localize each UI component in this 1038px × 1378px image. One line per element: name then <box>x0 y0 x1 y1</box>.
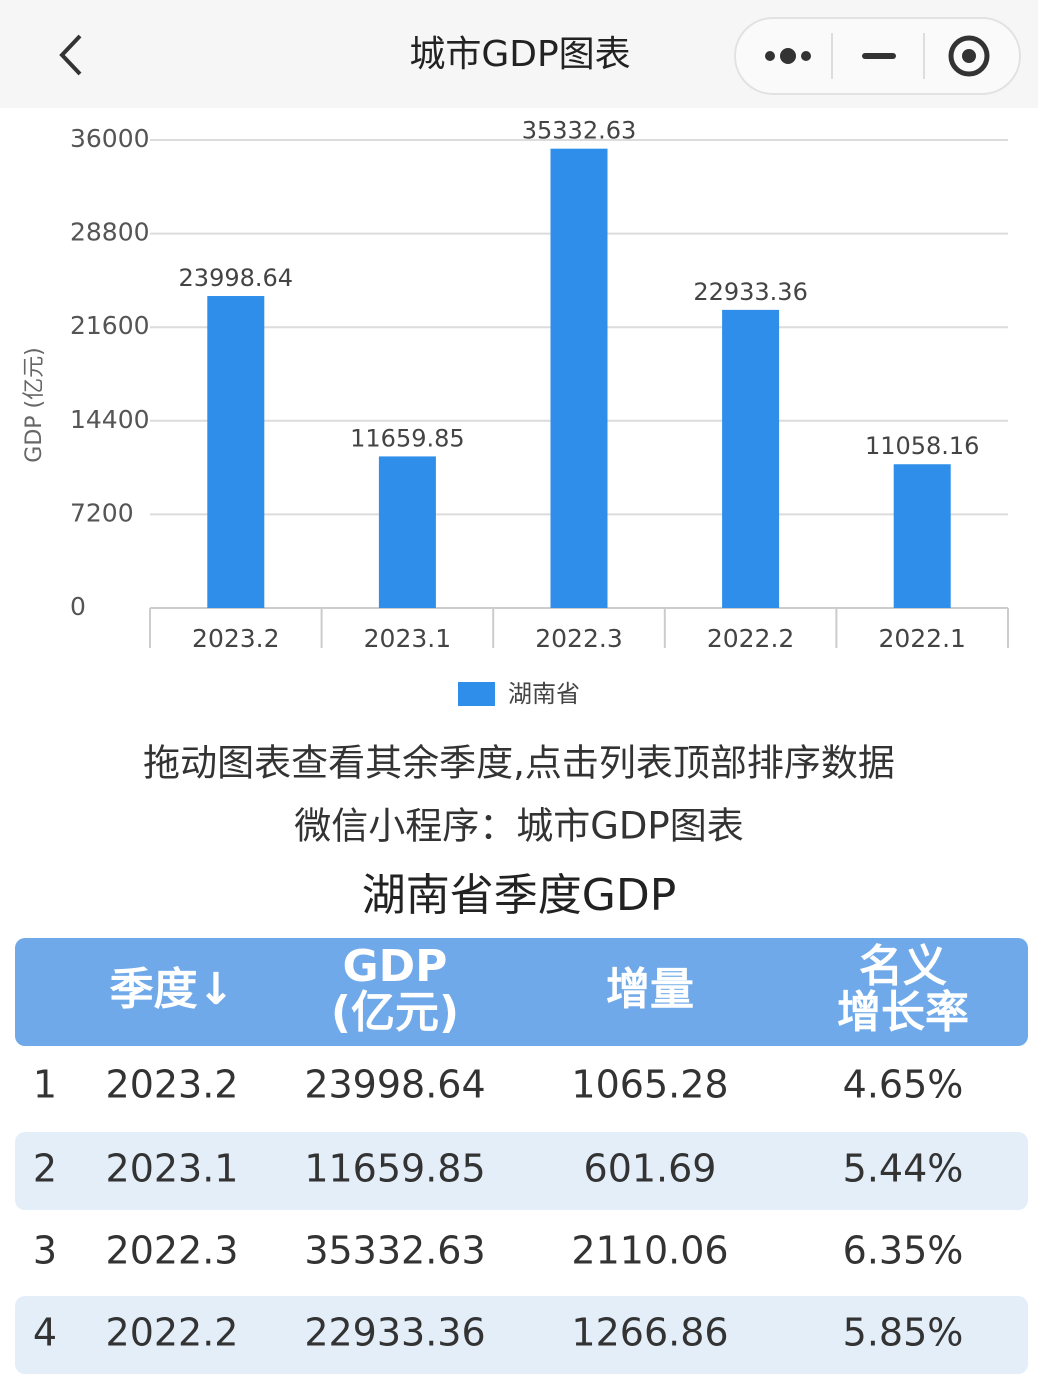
column-header: 季度↓ <box>110 964 235 1015</box>
more-dot[interactable] <box>765 51 775 61</box>
bar <box>207 296 265 608</box>
table-cell: 5.44% <box>843 1147 964 1191</box>
table-cell: 5.85% <box>843 1311 964 1355</box>
x-tick-label: 2023.2 <box>192 624 279 653</box>
table-cell: 1065.28 <box>571 1063 728 1107</box>
y-tick-label: 14400 <box>70 405 150 434</box>
value-label: 11659.85 <box>350 424 465 452</box>
table-cell: 2023.2 <box>106 1063 239 1107</box>
column-header: 增长率 <box>837 987 969 1038</box>
y-tick-label: 7200 <box>70 498 134 527</box>
table-cell: 2022.3 <box>106 1229 239 1273</box>
close-button[interactable] <box>948 35 990 77</box>
bar <box>550 148 608 608</box>
column-header: (亿元) <box>331 987 459 1038</box>
table-cell: 4.65% <box>843 1063 964 1107</box>
column-header: 增量 <box>606 964 694 1015</box>
table-cell: 4 <box>33 1311 57 1355</box>
table-cell: 23998.64 <box>304 1063 485 1107</box>
table-cell: 2023.1 <box>106 1147 239 1191</box>
table-cell: 1266.86 <box>571 1311 728 1355</box>
value-label: 22933.36 <box>693 278 808 306</box>
row-bg <box>15 1296 1028 1374</box>
table-cell: 6.35% <box>843 1229 964 1273</box>
value-label: 35332.63 <box>522 117 637 145</box>
y-axis-title: GDP (亿元) <box>22 347 47 462</box>
table-cell: 22933.36 <box>304 1311 485 1355</box>
table-cell: 2 <box>33 1147 57 1191</box>
table-cell: 35332.63 <box>304 1229 485 1273</box>
value-label: 11058.16 <box>865 432 980 460</box>
bar <box>378 456 436 608</box>
minimize-button[interactable] <box>862 53 896 59</box>
table-cell: 601.69 <box>584 1147 717 1191</box>
value-label: 23998.64 <box>179 264 294 292</box>
legend-label: 湖南省 <box>508 680 580 708</box>
table-title: 湖南省季度GDP <box>362 870 677 921</box>
table-cell: 11659.85 <box>304 1147 485 1191</box>
column-header: GDP <box>343 941 448 992</box>
x-tick-label: 2022.1 <box>878 624 965 653</box>
table-cell: 1 <box>33 1063 57 1107</box>
hint-text: 微信小程序：城市GDP图表 <box>294 805 743 848</box>
table-cell: 3 <box>33 1229 57 1273</box>
y-tick-label: 28800 <box>70 218 150 247</box>
x-tick-label: 2023.1 <box>364 624 451 653</box>
x-tick-label: 2022.2 <box>707 624 794 653</box>
more-dot[interactable] <box>801 51 811 61</box>
back-button[interactable] <box>59 34 82 76</box>
y-tick-label: 36000 <box>70 124 150 153</box>
row-bg <box>15 1132 1028 1210</box>
y-tick-label: 0 <box>70 592 86 621</box>
column-header: 名义 <box>859 941 947 992</box>
more-dot[interactable] <box>780 48 796 64</box>
x-tick-label: 2022.3 <box>535 624 622 653</box>
bar <box>722 309 780 608</box>
legend-swatch <box>458 682 495 706</box>
capsule <box>734 17 1021 95</box>
table-cell: 2022.2 <box>106 1311 239 1355</box>
close-dot <box>962 49 976 63</box>
table-header <box>15 938 1028 1046</box>
bar <box>893 464 951 608</box>
table-cell: 2110.06 <box>571 1229 728 1273</box>
hint-text: 拖动图表查看其余季度,点击列表顶部排序数据 <box>143 742 895 785</box>
y-tick-label: 21600 <box>70 311 150 340</box>
nav-title: 城市GDP图表 <box>409 34 630 75</box>
